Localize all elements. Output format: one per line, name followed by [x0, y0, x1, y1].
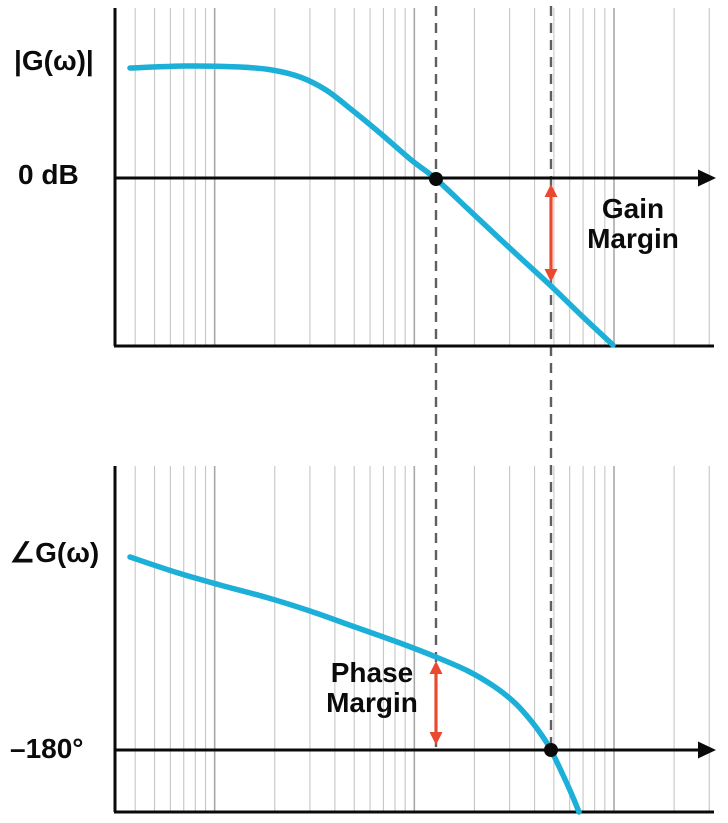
gain-margin-label-line2: Margin: [587, 223, 679, 254]
gain-margin-label-line1: Gain: [601, 193, 665, 224]
minus-180-label: –180°: [10, 733, 84, 764]
phase-margin-label-line1: Phase: [330, 657, 414, 688]
gain-margin-label: Gain Margin: [573, 194, 693, 254]
phase-axis-label: ∠G(ω): [10, 537, 100, 568]
phase-margin-label-line2: Margin: [326, 687, 418, 718]
magnitude-axis-label: |G(ω)|: [14, 45, 94, 76]
zero-db-label: 0 dB: [18, 159, 79, 190]
phase-margin-label: Phase Margin: [312, 658, 432, 718]
